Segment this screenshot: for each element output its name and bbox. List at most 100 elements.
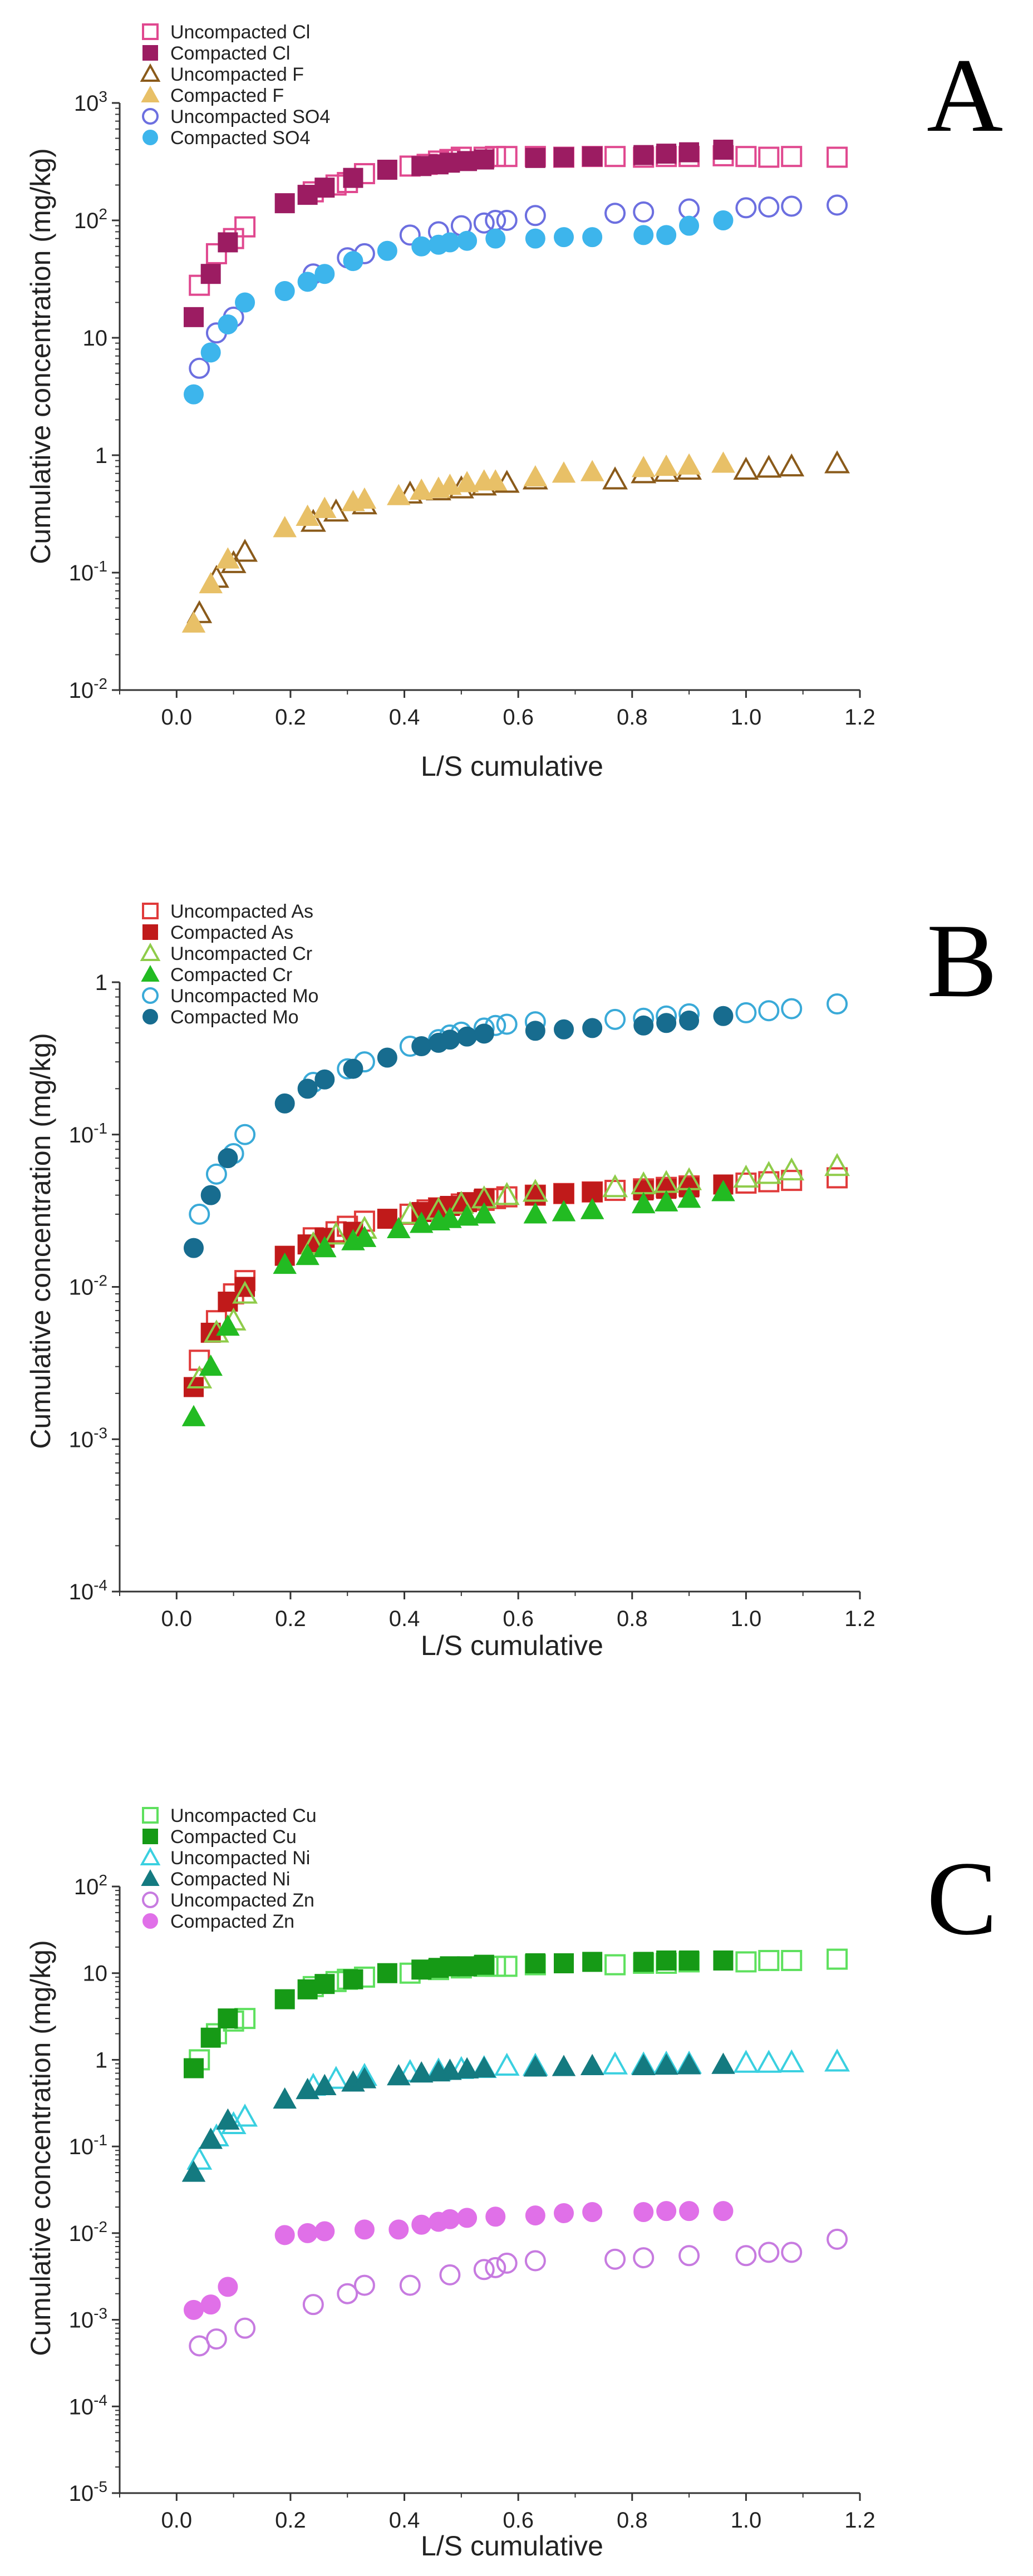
series-uncompacted-zn xyxy=(189,2228,848,2357)
data-point xyxy=(273,1252,297,1274)
data-point xyxy=(604,1008,626,1030)
data-point xyxy=(496,2252,518,2274)
data-point xyxy=(439,2264,461,2286)
panel-c-x-tick-label: 0.2 xyxy=(275,2508,306,2533)
data-point xyxy=(411,236,432,257)
data-point xyxy=(184,1238,204,1258)
data-point xyxy=(604,203,626,224)
data-point xyxy=(200,2294,221,2315)
data-point xyxy=(525,228,545,249)
data-point xyxy=(313,496,337,518)
panel-c-axis-lines xyxy=(119,1887,860,2494)
data-point xyxy=(781,998,803,1019)
data-point xyxy=(313,1236,337,1258)
data-point xyxy=(656,144,677,164)
series-compacted-zn xyxy=(184,2201,734,2320)
series-compacted-cl xyxy=(184,139,734,327)
data-point xyxy=(352,2067,377,2089)
data-point xyxy=(735,1173,757,1194)
data-point xyxy=(678,2245,700,2267)
panel-a-y-tick-label: 10 xyxy=(83,326,108,351)
legend-marker xyxy=(142,23,159,40)
data-point xyxy=(200,1185,221,1205)
data-point xyxy=(232,539,258,562)
data-point xyxy=(735,2245,757,2267)
legend-marker xyxy=(142,1892,159,1908)
data-point xyxy=(827,1948,848,1970)
panel-c-y-tick-label: 10-4 xyxy=(69,2391,107,2419)
legend-label: Compacted SO4 xyxy=(170,127,310,149)
data-point xyxy=(604,1180,626,1201)
data-point xyxy=(496,1186,518,1208)
data-point xyxy=(411,1959,432,1980)
legend-label: Uncompacted SO4 xyxy=(170,106,330,127)
data-point xyxy=(234,216,256,238)
data-point xyxy=(377,240,397,261)
data-point xyxy=(524,2250,546,2272)
legend-label: Uncompacted Mo xyxy=(170,986,318,1007)
data-point xyxy=(199,1355,223,1376)
data-point xyxy=(323,1221,349,1245)
data-point xyxy=(297,185,318,205)
data-point xyxy=(654,1190,678,1211)
data-point xyxy=(181,2160,206,2182)
data-point xyxy=(218,2277,238,2297)
data-point xyxy=(440,1956,460,1977)
data-point xyxy=(235,292,255,313)
data-point xyxy=(184,2058,204,2078)
panel-c-axes: 0.0 0.2 0.4 0.6 0.8 1.0 1.2 10-5 10-4 10-3 10-2 10-… xyxy=(69,1871,875,2533)
data-point xyxy=(827,2228,848,2250)
legend-label: Compacted Cr xyxy=(170,964,292,986)
panel-c-y-tick-label: 10-1 xyxy=(69,2131,107,2159)
data-point xyxy=(387,1216,411,1239)
panel-b: B 0.0 0.2 0.4 0.6 0.8 1.0 1.2 10-4 10-3 10-2 10-1 1… xyxy=(25,901,997,1661)
data-point xyxy=(199,572,223,594)
legend-marker xyxy=(140,63,161,82)
data-point xyxy=(735,197,757,219)
data-point xyxy=(377,1963,397,1983)
data-point xyxy=(779,2049,805,2072)
data-point xyxy=(713,210,734,230)
data-point xyxy=(602,1174,628,1198)
data-point xyxy=(297,2223,318,2243)
data-point xyxy=(522,1179,548,1202)
panel-b-x-tick-label: 0.6 xyxy=(503,1607,534,1631)
data-point xyxy=(455,1204,479,1226)
data-point xyxy=(525,1021,545,1041)
data-point xyxy=(554,227,574,248)
data-point xyxy=(758,146,780,168)
data-point xyxy=(633,1015,654,1036)
data-point xyxy=(377,159,397,180)
series-compacted-mo xyxy=(184,1006,734,1258)
data-point xyxy=(756,1161,782,1184)
data-point xyxy=(582,1018,603,1038)
data-point xyxy=(656,225,677,245)
data-point xyxy=(377,1047,397,1068)
data-point xyxy=(409,1211,434,1233)
data-point xyxy=(457,2208,478,2228)
data-point xyxy=(604,146,626,168)
data-point xyxy=(411,156,432,176)
data-point xyxy=(314,1069,335,1090)
panel-b-axes: 0.0 0.2 0.4 0.6 0.8 1.0 1.2 10-4 10-3 10-2 10-1 1 xyxy=(69,971,875,1631)
data-point xyxy=(199,2127,223,2149)
data-point xyxy=(234,1124,256,1145)
data-point xyxy=(186,1365,213,1388)
data-point xyxy=(352,487,377,509)
data-point xyxy=(296,2077,319,2100)
data-point xyxy=(205,1163,227,1185)
data-point xyxy=(758,196,780,218)
panel-c-marks xyxy=(181,1948,850,2357)
data-point xyxy=(485,210,506,231)
legend-label: Compacted Cu xyxy=(170,1826,297,1848)
data-point xyxy=(713,1006,734,1026)
data-point xyxy=(582,1952,603,1972)
data-point xyxy=(656,1013,677,1033)
data-point xyxy=(496,210,518,231)
panel-c-y-tick-label: 10-3 xyxy=(69,2305,107,2333)
data-point xyxy=(733,2050,759,2073)
data-point xyxy=(218,232,238,253)
data-point xyxy=(186,2146,213,2170)
data-point xyxy=(713,139,734,160)
legend-marker xyxy=(142,130,158,145)
